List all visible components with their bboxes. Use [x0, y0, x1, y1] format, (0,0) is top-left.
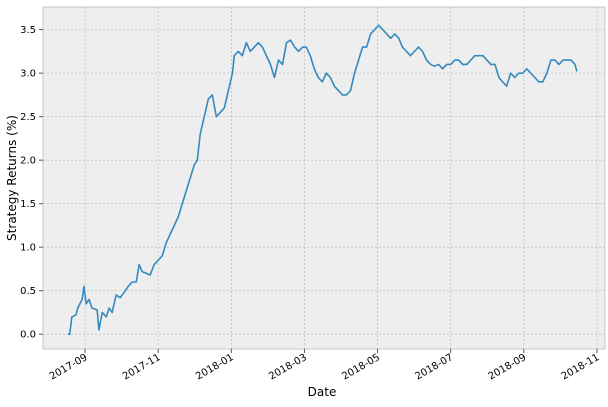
x-tick-label: 2017-09 [48, 352, 90, 382]
x-tick-label: 2017-11 [121, 352, 163, 382]
x-tick-label: 2018-01 [194, 352, 236, 382]
line-series [67, 24, 578, 336]
x-tick-label: 2018-11 [560, 352, 602, 382]
y-tick-label: 2.0 [20, 156, 36, 167]
y-tick-label: 1.0 [20, 243, 36, 254]
x-tick-label: 2018-03 [267, 352, 309, 382]
y-tick-label: 3.0 [20, 69, 36, 80]
x-tick-label: 2018-09 [487, 352, 529, 382]
x-axis-label: Date [308, 385, 337, 399]
y-axis-label: Strategy Returns (%) [5, 115, 19, 241]
y-tick-label: 0.5 [20, 286, 36, 297]
y-tick-label: 0.0 [20, 330, 36, 341]
plot-area [42, 6, 606, 350]
x-tick-label: 2018-05 [340, 352, 382, 382]
y-tick-label: 1.5 [20, 199, 36, 210]
x-tick-label: 2018-07 [413, 352, 455, 382]
y-tick-label: 2.5 [20, 112, 36, 123]
y-tick-label: 3.5 [20, 25, 36, 36]
